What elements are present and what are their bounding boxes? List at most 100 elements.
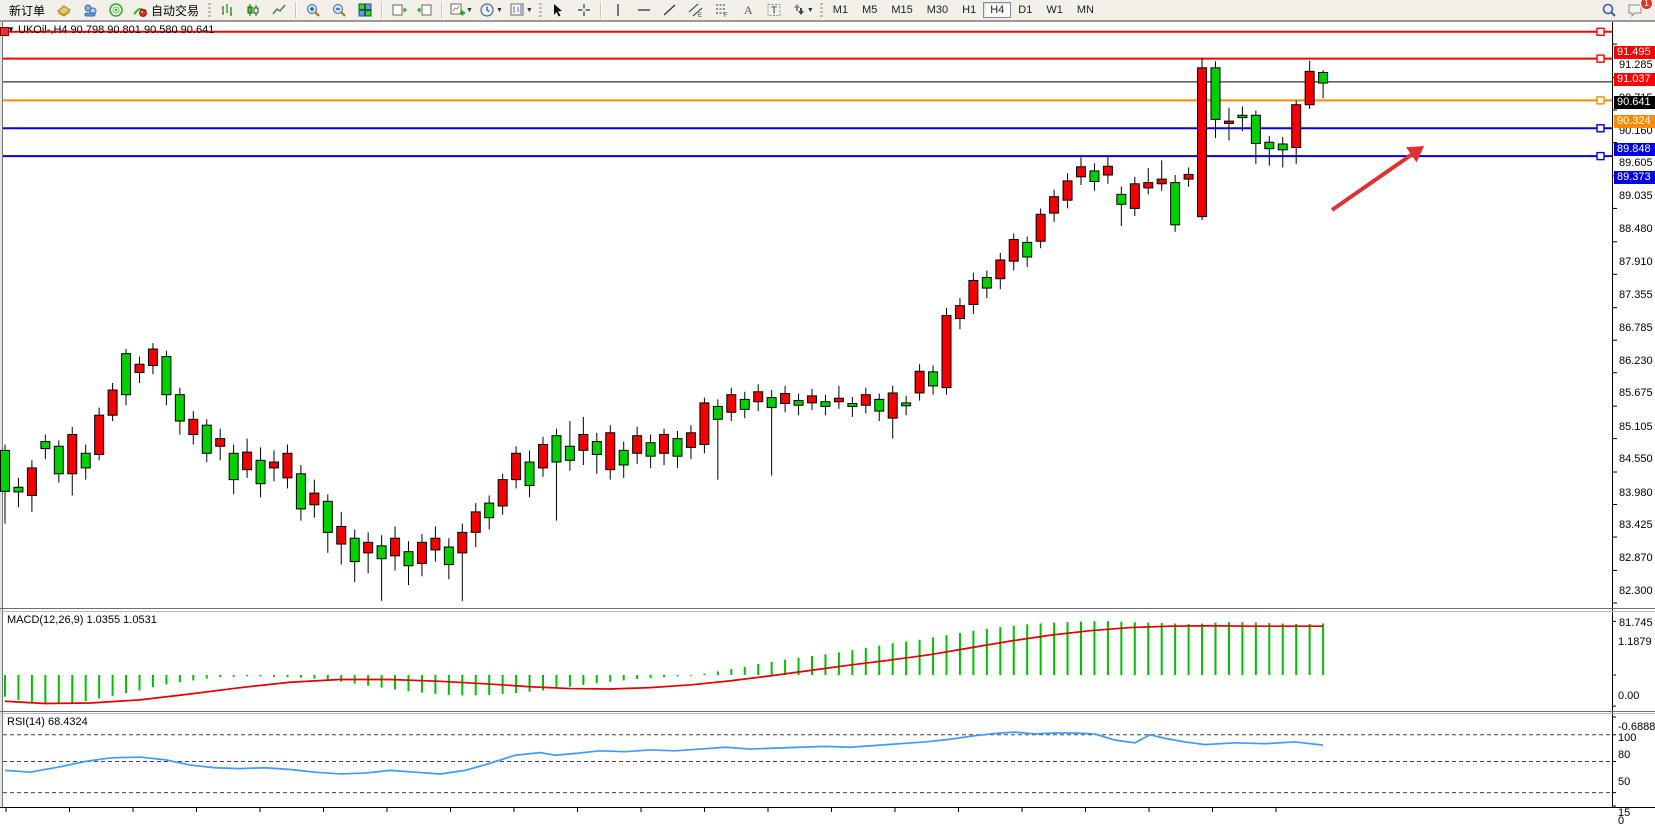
candle[interactable] <box>1264 141 1275 150</box>
text-label-button[interactable]: T <box>761 0 787 20</box>
candle[interactable] <box>336 526 347 545</box>
new-order-icon[interactable] <box>51 0 77 20</box>
candle[interactable] <box>968 279 979 305</box>
trendline-button[interactable] <box>657 0 683 20</box>
candle[interactable] <box>1291 104 1302 148</box>
candle[interactable] <box>457 531 468 554</box>
candle[interactable] <box>322 500 333 533</box>
candle[interactable] <box>645 442 656 457</box>
candle[interactable] <box>1277 143 1288 151</box>
tab-timeframe-h1[interactable]: H1 <box>962 4 977 16</box>
candle[interactable] <box>1143 182 1154 189</box>
candle[interactable] <box>1304 70 1315 106</box>
candle[interactable] <box>376 545 387 560</box>
candle[interactable] <box>443 546 454 566</box>
line-chart-button[interactable] <box>266 0 292 20</box>
candle[interactable] <box>1197 67 1208 218</box>
chart-title-caret-icon[interactable]: ▼ <box>7 25 15 34</box>
zoom-out-button[interactable] <box>326 0 352 20</box>
candle-chart-button[interactable] <box>240 0 266 20</box>
equidistant-channel-button[interactable]: E <box>683 0 709 20</box>
candle[interactable] <box>188 418 199 436</box>
hline-drag-handle[interactable] <box>1596 151 1605 161</box>
candle[interactable] <box>1156 178 1167 185</box>
candle[interactable] <box>914 370 925 394</box>
candle[interactable] <box>1237 114 1248 119</box>
vertical-line-button[interactable] <box>605 0 631 20</box>
candle[interactable] <box>242 451 253 471</box>
new-order-button[interactable]: 新订单 <box>3 0 51 20</box>
candle[interactable] <box>941 315 952 389</box>
candle[interactable] <box>887 392 898 419</box>
candle[interactable] <box>981 277 992 289</box>
candle[interactable] <box>309 492 320 506</box>
candle[interactable] <box>13 486 24 493</box>
candle[interactable] <box>511 452 522 481</box>
candle[interactable] <box>753 391 764 403</box>
tab-timeframe-m15[interactable]: M15 <box>891 4 913 16</box>
candle[interactable] <box>1129 183 1140 209</box>
candle[interactable] <box>1089 170 1100 182</box>
candle[interactable] <box>1022 241 1033 258</box>
tab-timeframe-m5[interactable]: M5 <box>862 4 878 16</box>
trend-arrow[interactable] <box>1330 150 1417 212</box>
tab-timeframe-mn[interactable]: MN <box>1076 4 1094 16</box>
hline-drag-handle[interactable] <box>1596 96 1605 105</box>
terminal-button[interactable] <box>77 0 103 20</box>
candle[interactable] <box>40 441 51 450</box>
candle[interactable] <box>995 259 1006 280</box>
bar-chart-button[interactable] <box>214 0 240 20</box>
candle[interactable] <box>1170 182 1181 226</box>
candle[interactable] <box>67 434 78 475</box>
candle[interactable] <box>269 461 279 469</box>
candle[interactable] <box>161 356 172 396</box>
period-clock-button[interactable]: ▼ <box>476 0 506 20</box>
candle[interactable] <box>497 479 508 507</box>
candle[interactable] <box>578 434 589 451</box>
candle[interactable] <box>416 541 427 564</box>
candle[interactable] <box>726 394 737 413</box>
candle[interactable] <box>672 438 683 457</box>
candle[interactable] <box>739 398 750 410</box>
chart-canvas[interactable] <box>0 21 1655 833</box>
candle[interactable] <box>1102 165 1113 176</box>
candle[interactable] <box>430 537 441 551</box>
candle[interactable] <box>712 405 723 420</box>
arrange-charts-left-button[interactable] <box>386 0 412 20</box>
candle[interactable] <box>847 402 858 407</box>
tab-timeframe-w1[interactable]: W1 <box>1046 4 1063 16</box>
candle[interactable] <box>901 402 912 407</box>
candle[interactable] <box>349 537 360 563</box>
candle[interactable] <box>1008 238 1019 262</box>
candle[interactable] <box>134 363 145 373</box>
candle[interactable] <box>107 389 118 416</box>
candle[interactable] <box>605 432 616 471</box>
candle[interactable] <box>94 414 105 455</box>
tile-windows-button[interactable] <box>352 0 378 20</box>
candle[interactable] <box>295 473 306 510</box>
candle[interactable] <box>618 449 629 466</box>
candle[interactable] <box>591 441 602 455</box>
candle[interactable] <box>1210 67 1221 120</box>
arrange-charts-right-button[interactable] <box>412 0 438 20</box>
candle[interactable] <box>685 432 696 448</box>
hline-drag-handle[interactable] <box>1596 124 1605 133</box>
candle[interactable] <box>1076 166 1086 178</box>
candle[interactable] <box>820 401 831 407</box>
fibonacci-button[interactable]: F <box>709 0 735 20</box>
tab-timeframe-m30[interactable]: M30 <box>926 4 949 16</box>
candle[interactable] <box>1062 180 1073 201</box>
horizontal-line-button[interactable] <box>631 0 657 20</box>
chart-properties-button[interactable]: ▼ <box>506 0 536 20</box>
candle[interactable] <box>1223 120 1234 124</box>
candle[interactable] <box>403 551 414 567</box>
candle[interactable] <box>174 394 185 422</box>
hline-drag-handle[interactable] <box>1596 54 1605 63</box>
search-button[interactable] <box>1596 0 1622 20</box>
candle[interactable] <box>564 445 575 461</box>
candle[interactable] <box>1250 114 1261 144</box>
candle[interactable] <box>1183 173 1194 180</box>
toolbar-grip[interactable] <box>538 3 542 17</box>
candle[interactable] <box>121 353 132 396</box>
time-axis[interactable]: 17 Aug 202318 Aug 08:0021 Aug 00:0021 Au… <box>0 808 1655 833</box>
